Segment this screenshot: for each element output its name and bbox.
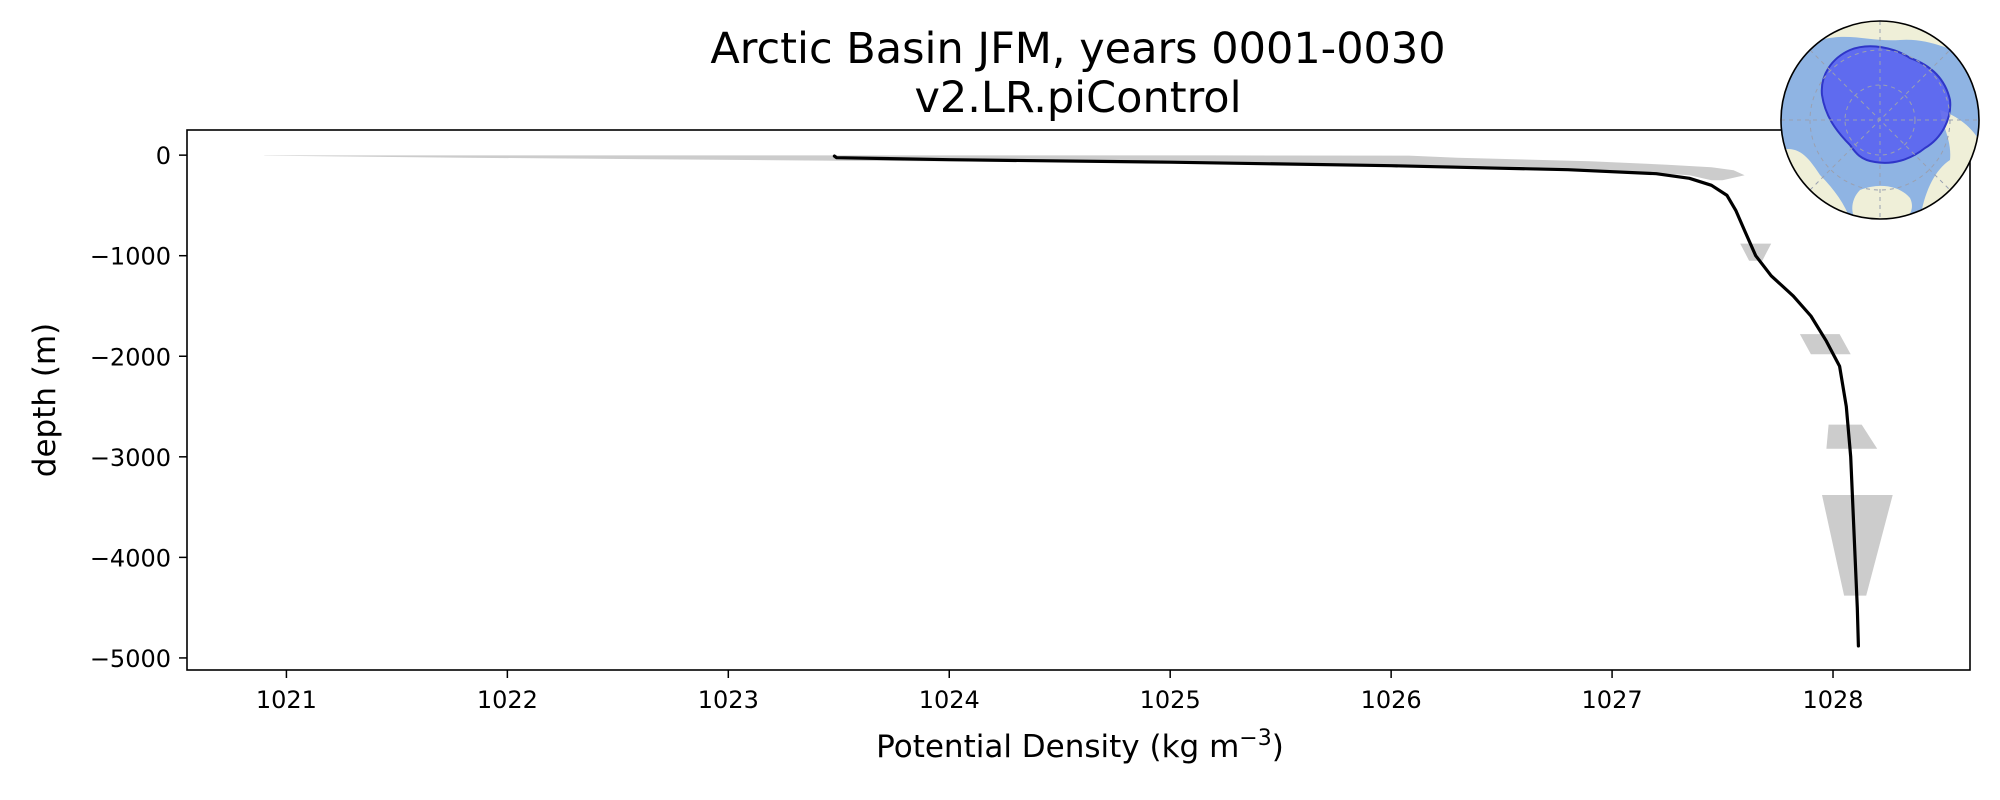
x-tick-label: 1021: [256, 686, 317, 714]
spread-band-segment-5: [1822, 495, 1893, 596]
x-axis-ticks: 1021 1022 1023 1024 1025 1026 1027 1028: [256, 670, 1864, 714]
x-tick-label: 1027: [1582, 686, 1643, 714]
y-tick-label: −4000: [90, 544, 171, 572]
x-axis-label-sup: −3: [1239, 726, 1271, 751]
x-tick-label: 1022: [477, 686, 538, 714]
x-axis-label-main: Potential Density (kg m: [876, 729, 1239, 765]
x-tick-label: 1028: [1802, 686, 1863, 714]
y-axis-label: depth (m): [27, 323, 63, 477]
y-tick-label: −2000: [90, 343, 171, 371]
inset-land-south: [1852, 185, 1912, 219]
y-tick-label: −1000: [90, 243, 171, 271]
x-tick-label: 1026: [1361, 686, 1422, 714]
chart-title: Arctic Basin JFM, years 0001-0030: [710, 24, 1445, 74]
x-tick-label: 1023: [698, 686, 759, 714]
plot-frame: [186, 129, 1971, 671]
spread-band-segment-4: [1826, 424, 1878, 449]
y-tick-label: −3000: [90, 444, 171, 472]
x-tick-label: 1024: [919, 686, 980, 714]
y-axis-ticks: 0 −1000 −2000 −3000 −4000 −5000: [90, 142, 187, 673]
x-axis-label-end: ): [1272, 729, 1284, 765]
spread-band: [264, 155, 1893, 596]
inset-arctic-region: [1820, 45, 1952, 164]
spread-band-segment-3: [1799, 334, 1851, 355]
spread-band-segment-1: [264, 155, 1745, 181]
x-axis-label: Potential Density (kg m−3): [876, 726, 1284, 766]
x-tick-label: 1025: [1140, 686, 1201, 714]
region-inset-map: [1780, 20, 1980, 220]
y-tick-label: −5000: [90, 645, 171, 673]
series-line-1: [832, 154, 1861, 648]
y-tick-label: 0: [156, 142, 171, 170]
mean-profile: [832, 154, 1861, 648]
chart-subtitle: v2.LR.piControl: [914, 73, 1241, 123]
